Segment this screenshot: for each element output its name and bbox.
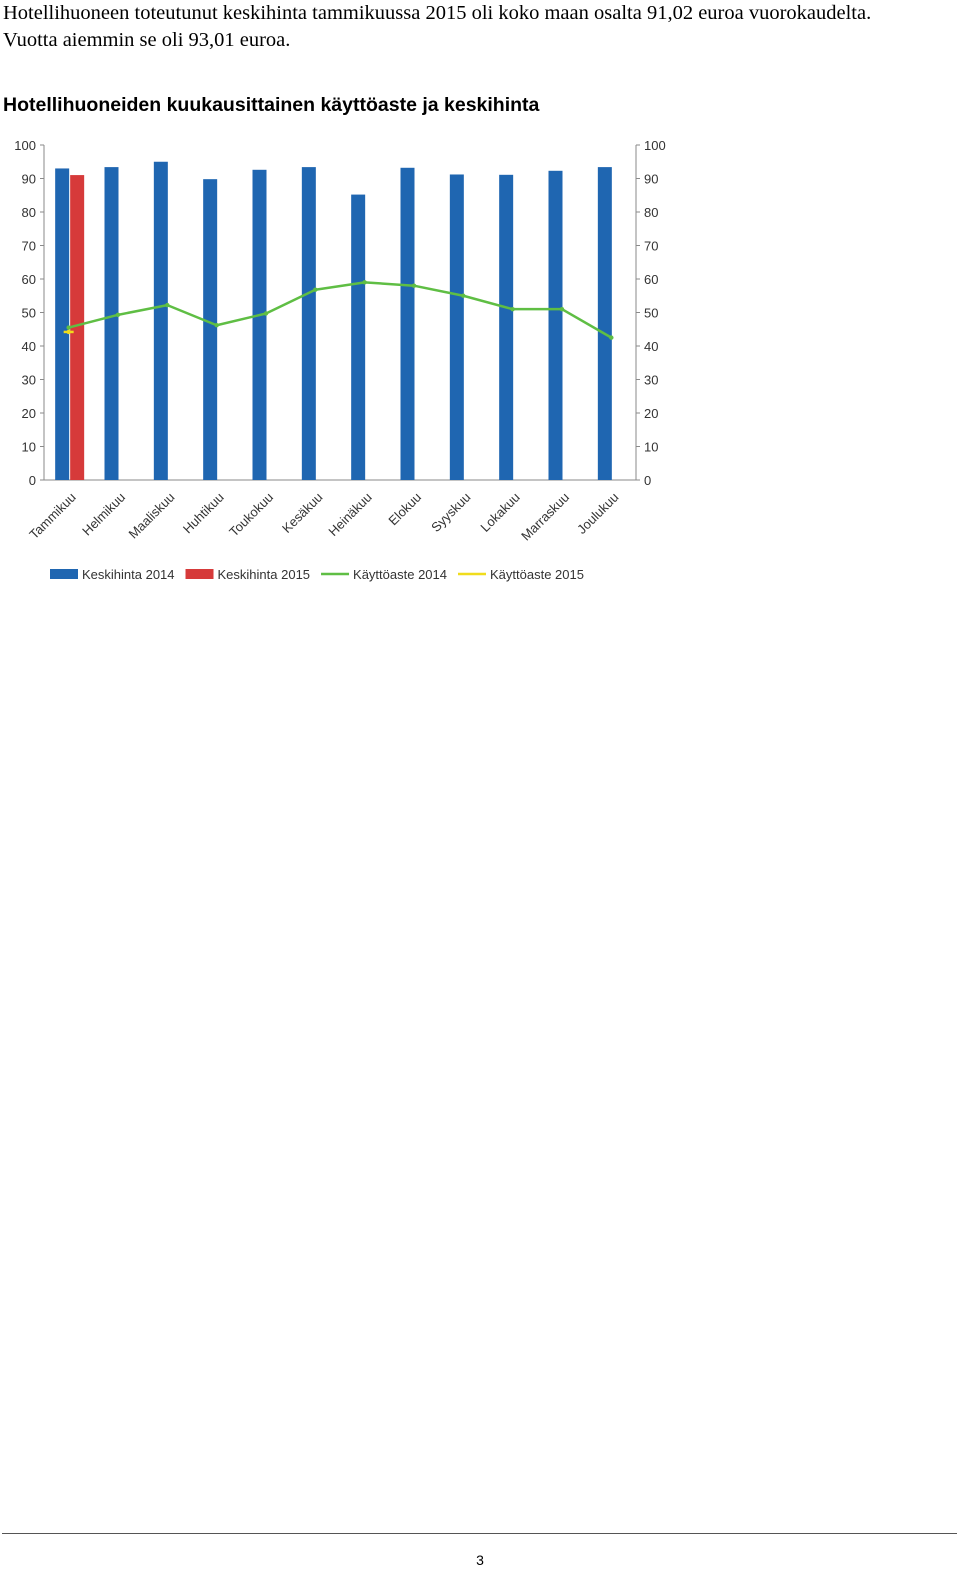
left-y-tick-label: 90 xyxy=(22,172,36,187)
bar xyxy=(400,167,415,480)
intro-line-2: Vuotta aiemmin se oli 93,01 euroa. xyxy=(3,29,291,51)
right-y-tick-label: 30 xyxy=(644,373,658,388)
right-y-tick-label: 40 xyxy=(644,339,658,354)
bar xyxy=(252,169,267,480)
right-y-tick-label: 20 xyxy=(644,406,658,421)
right-y-tick-label: 70 xyxy=(644,239,658,254)
line-point xyxy=(510,306,515,312)
bar xyxy=(301,167,316,481)
x-tick-label: Maaliskuu xyxy=(125,490,177,542)
left-y-tick-label: 80 xyxy=(22,205,36,220)
left-y-tick-label: 30 xyxy=(22,373,36,388)
legend-label: Keskihinta 2015 xyxy=(218,567,311,582)
line-point xyxy=(313,287,318,292)
page-number: 3 xyxy=(476,1552,484,1568)
line-point xyxy=(411,283,417,288)
intro-line-1: Hotellihuoneen toteutunut keskihinta tam… xyxy=(3,2,872,24)
bar xyxy=(548,170,563,481)
bar xyxy=(351,194,366,480)
chart-container: 0 0 10 10 20 20 30 30 40 40 50 50 60 60 70 70 80 80 90 90 10… xyxy=(0,128,700,598)
x-tick-label: Lokakuu xyxy=(477,490,522,535)
x-tick-label: Joulukuu xyxy=(574,490,621,537)
bar xyxy=(499,174,514,480)
line-point xyxy=(66,325,71,330)
x-tick-label: Kesäkuu xyxy=(279,490,325,536)
line-point xyxy=(609,335,614,340)
x-tick-label: Toukokuu xyxy=(226,490,276,540)
left-y-tick-label: 20 xyxy=(22,406,36,421)
bar xyxy=(153,161,168,480)
left-y-tick-label: 100 xyxy=(14,138,36,153)
legend-label: Keskihinta 2014 xyxy=(82,567,175,582)
line-point xyxy=(165,302,170,308)
left-y-tick-label: 0 xyxy=(29,473,36,488)
left-y-tick-label: 60 xyxy=(22,272,36,287)
x-tick-label: Tammikuu xyxy=(26,490,79,543)
bar xyxy=(55,168,70,480)
legend-label: Käyttöaste 2015 xyxy=(490,567,584,582)
x-tick-label: Huhtikuu xyxy=(180,490,227,537)
bar-line-chart: 0 0 10 10 20 20 30 30 40 40 50 50 60 60 70 70 80 80 90 90 10… xyxy=(14,138,666,582)
x-tick-label: Helmikuu xyxy=(79,490,128,539)
bar xyxy=(597,167,612,481)
left-y-tick-label: 10 xyxy=(22,440,36,455)
line-point xyxy=(362,280,367,285)
right-y-tick-label: 10 xyxy=(644,440,658,455)
left-y-tick-label: 70 xyxy=(22,239,36,254)
left-y-tick-label: 40 xyxy=(22,339,36,354)
right-y-tick-label: 90 xyxy=(644,172,658,187)
line-point xyxy=(214,323,219,328)
footer-divider xyxy=(2,1533,957,1534)
left-y-tick-label: 50 xyxy=(22,306,36,321)
series-line xyxy=(68,281,612,339)
intro-paragraph: Hotellihuoneen toteutunut keskihinta tam… xyxy=(3,0,958,54)
line-point xyxy=(115,312,121,318)
chart-title: Hotellihuoneiden kuukausittainen käyttöa… xyxy=(3,94,540,116)
line-point xyxy=(263,311,269,316)
right-y-tick-label: 100 xyxy=(644,138,666,153)
line-point xyxy=(559,306,565,312)
bar xyxy=(70,175,85,480)
line-point xyxy=(66,329,71,335)
right-y-tick-label: 80 xyxy=(644,205,658,220)
bar xyxy=(203,179,218,481)
legend-swatch xyxy=(50,569,78,579)
legend-swatch xyxy=(185,569,214,579)
bar xyxy=(104,167,119,481)
right-y-tick-label: 60 xyxy=(644,272,658,287)
right-y-tick-label: 0 xyxy=(644,473,651,488)
right-y-tick-label: 50 xyxy=(644,306,658,321)
bar xyxy=(449,174,464,481)
line-point xyxy=(461,293,466,298)
x-tick-label: Heinäkuu xyxy=(325,490,374,539)
x-tick-label: Elokuu xyxy=(385,490,424,529)
x-tick-label: Syyskuu xyxy=(428,490,473,535)
legend-label: Käyttöaste 2014 xyxy=(353,567,447,582)
x-tick-label: Marraskuu xyxy=(518,490,572,544)
